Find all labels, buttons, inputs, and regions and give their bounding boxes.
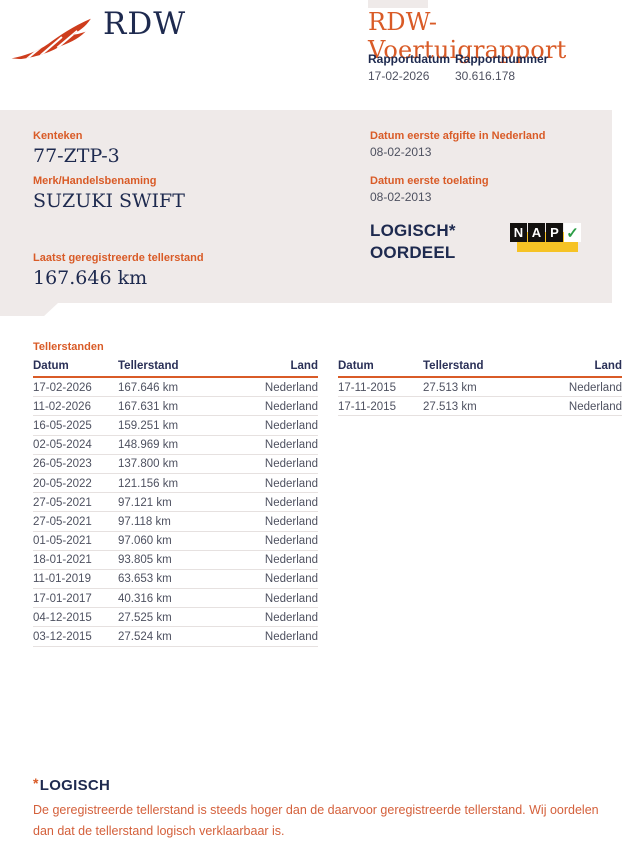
footnote-asterisk: * bbox=[33, 775, 39, 791]
eerste-afgifte-label: Datum eerste afgifte in Nederland bbox=[370, 130, 546, 142]
kenteken-field: Kenteken 77-ZTP-3 bbox=[33, 130, 120, 167]
report-date-field: Rapportdatum 17-02-2026 bbox=[368, 52, 450, 83]
table-row: 02-05-2024 148.969 km Nederland bbox=[33, 435, 318, 455]
report-number-label: Rapportnummer bbox=[455, 52, 549, 66]
logisch-footnote: *LOGISCH De geregistreerde tellerstand i… bbox=[33, 775, 608, 841]
merk-label: Merk/Handelsbenaming bbox=[33, 175, 157, 187]
report-number-value: 30.616.178 bbox=[455, 69, 516, 83]
nap-letter-n: N bbox=[510, 223, 527, 242]
laatste-tellerstand-value: 167.646 km bbox=[33, 267, 148, 289]
rdw-logo-icon bbox=[10, 8, 94, 66]
oordeel-text: LOGISCH* OORDEEL bbox=[370, 220, 456, 264]
top-grey-chip bbox=[368, 0, 428, 8]
laatste-tellerstand-field: Laatst geregistreerde tellerstand 167.64… bbox=[33, 252, 204, 289]
table-row: 16-05-2025 159.251 km Nederland bbox=[33, 415, 318, 436]
page-title: RDW-Voertuigrapport bbox=[368, 8, 567, 64]
eerste-toelating-field: Datum eerste toelating 08-02-2013 bbox=[370, 175, 489, 204]
eerste-toelating-value: 08-02-2013 bbox=[370, 190, 432, 204]
laatste-tellerstand-label: Laatst geregistreerde tellerstand bbox=[33, 252, 204, 264]
kenteken-label: Kenteken bbox=[33, 130, 83, 142]
column-header-land: Land bbox=[541, 358, 622, 378]
report-date-label: Rapportdatum bbox=[368, 52, 450, 66]
tellerstanden-section: Tellerstanden Datum Tellerstand Land 17-02-… bbox=[33, 341, 622, 647]
nap-letter-p: P bbox=[546, 223, 563, 242]
column-header-tellerstand: Tellerstand bbox=[118, 358, 236, 378]
table-row: 11-01-2019 63.653 km Nederland bbox=[33, 569, 318, 590]
panel-corner-tab bbox=[0, 303, 58, 316]
table-row: 27-05-2021 97.118 km Nederland bbox=[33, 511, 318, 532]
column-header-datum: Datum bbox=[338, 358, 423, 378]
table-row: 17-02-2026 167.646 km Nederland bbox=[33, 377, 318, 398]
tellerstanden-table-left: Datum Tellerstand Land 17-02-2026 167.646 km… bbox=[33, 358, 318, 647]
table-row: 04-12-2015 27.525 km Nederland bbox=[33, 607, 318, 628]
vehicle-summary-panel: Kenteken 77-ZTP-3 Merk/Handelsbenaming S… bbox=[0, 110, 612, 303]
tellerstanden-heading: Tellerstanden bbox=[33, 341, 104, 353]
kenteken-value: 77-ZTP-3 bbox=[33, 145, 120, 167]
nap-checkmark-icon: ✓ bbox=[564, 223, 581, 242]
report-number-field: Rapportnummer 30.616.178 bbox=[455, 52, 548, 83]
eerste-afgifte-value: 08-02-2013 bbox=[370, 145, 432, 159]
table-row: 27-05-2021 97.121 km Nederland bbox=[33, 492, 318, 513]
table-row: 26-05-2023 137.800 km Nederland bbox=[33, 454, 318, 474]
table-row: 18-01-2021 93.805 km Nederland bbox=[33, 550, 318, 570]
table-row: 20-05-2022 121.156 km Nederland bbox=[33, 473, 318, 494]
footnote-title-text: LOGISCH bbox=[39, 777, 111, 794]
table-row: 17-11-2015 27.513 km Nederland bbox=[338, 396, 622, 417]
oordeel-line1: LOGISCH* bbox=[370, 221, 456, 240]
tellerstanden-table-right: Datum Tellerstand Land 17-11-2015 27.513 km N… bbox=[338, 358, 622, 417]
column-header-land: Land bbox=[236, 358, 318, 378]
eerste-afgifte-field: Datum eerste afgifte in Nederland 08-02-… bbox=[370, 130, 545, 159]
rdw-wordmark: RDW bbox=[103, 6, 187, 42]
merk-field: Merk/Handelsbenaming SUZUKI SWIFT bbox=[33, 175, 185, 212]
eerste-toelating-label: Datum eerste toelating bbox=[370, 175, 489, 187]
table-row: 03-12-2015 27.524 km Nederland bbox=[33, 626, 318, 647]
table-row: 17-11-2015 27.513 km Nederland bbox=[338, 377, 622, 398]
nap-letter-a: A bbox=[528, 223, 545, 242]
report-date-value: 17-02-2026 bbox=[368, 69, 430, 83]
merk-value: SUZUKI SWIFT bbox=[33, 190, 185, 212]
table-row: 11-02-2026 167.631 km Nederland bbox=[33, 396, 318, 417]
footnote-body: De geregistreerde tellerstand is steeds … bbox=[33, 803, 599, 838]
oordeel-line2: OORDEEL bbox=[370, 243, 456, 263]
table-row: 17-01-2017 40.316 km Nederland bbox=[33, 588, 318, 609]
footnote-title: *LOGISCH bbox=[33, 775, 608, 794]
nap-logo-icon: N A P ✓ bbox=[510, 223, 581, 257]
column-header-datum: Datum bbox=[33, 358, 118, 378]
column-header-tellerstand: Tellerstand bbox=[423, 358, 541, 378]
table-row: 01-05-2021 97.060 km Nederland bbox=[33, 531, 318, 551]
